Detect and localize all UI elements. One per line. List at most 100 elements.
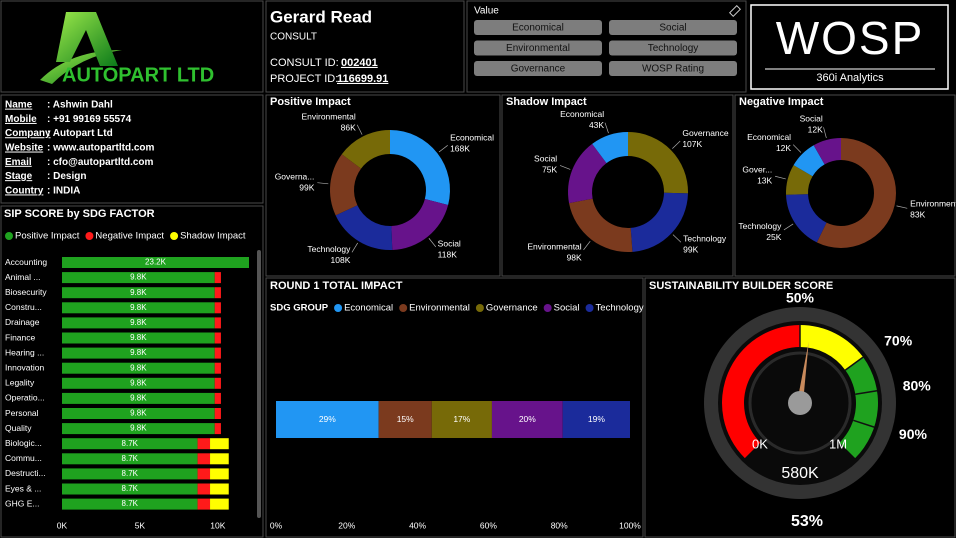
x-tick-label: 0% xyxy=(270,520,283,530)
bar-segment xyxy=(562,401,630,438)
gauge-band xyxy=(722,325,800,459)
bar-segment xyxy=(197,438,211,450)
legend-label: Technology xyxy=(596,303,644,314)
y-tick-label: Drainage xyxy=(5,317,40,327)
legend-label: Positive Impact xyxy=(15,231,80,242)
x-tick-label: 80% xyxy=(551,520,568,530)
filter-button[interactable] xyxy=(474,61,602,76)
legend-marker xyxy=(543,304,552,312)
data-label: 9.8K xyxy=(130,273,147,282)
data-label: 9.8K xyxy=(130,348,147,357)
pie-slice xyxy=(391,198,449,250)
consultant-panel xyxy=(265,0,465,93)
filter-button-label[interactable]: WOSP Rating xyxy=(642,64,704,75)
filter-button-label[interactable]: Environmental xyxy=(506,43,570,54)
bar-segment xyxy=(378,401,432,438)
x-tick-label: 60% xyxy=(480,520,497,530)
x-tick-label: 40% xyxy=(409,520,426,530)
leader-line xyxy=(428,238,437,248)
profile-label: Website xyxy=(5,143,44,154)
tick-mark xyxy=(855,390,878,395)
profile-value: : Ashwin Dahl xyxy=(47,100,113,111)
data-label: 13K xyxy=(757,176,772,186)
filter-button-label[interactable]: Technology xyxy=(648,43,699,54)
y-tick-label: Operatio... xyxy=(5,393,45,403)
bar-segment xyxy=(62,302,215,314)
pie-slice xyxy=(592,132,628,164)
filter-button-label[interactable]: Social xyxy=(659,23,686,34)
leader-line xyxy=(775,175,786,180)
consult-id: 002401 xyxy=(341,57,378,69)
pie-slice xyxy=(330,154,362,216)
data-label: 19% xyxy=(588,414,605,424)
bar-segment xyxy=(214,302,221,314)
filter-button[interactable] xyxy=(609,20,737,35)
bar-segment xyxy=(214,408,221,419)
bar-segment xyxy=(214,347,221,359)
tick-mark xyxy=(853,419,875,428)
x-tick-label: 100% xyxy=(619,520,641,530)
data-label-category: Governance xyxy=(682,128,729,138)
data-label-category: Economical xyxy=(450,133,494,143)
bar-segment xyxy=(62,287,215,299)
data-label-category: Technology xyxy=(307,244,351,254)
chart-title: ROUND 1 TOTAL IMPACT xyxy=(270,280,403,292)
bar-segment xyxy=(197,468,211,480)
legend-marker xyxy=(170,232,179,240)
data-label: 8.7K xyxy=(122,484,139,493)
tick-label: 50% xyxy=(786,290,815,306)
data-label: 17% xyxy=(453,414,470,424)
y-tick-label: Hearing ... xyxy=(5,347,44,357)
data-label: 99K xyxy=(683,245,698,255)
x-tick-label: 10K xyxy=(210,520,225,530)
gauge-inner-ring xyxy=(748,351,852,455)
filter-title: Value xyxy=(474,6,499,17)
filter-button[interactable] xyxy=(474,20,602,35)
profile-value: : cfo@autopartltd.com xyxy=(47,157,154,168)
filter-button[interactable] xyxy=(474,40,602,56)
data-label-category: Technology xyxy=(738,221,782,231)
data-label-category: Social xyxy=(438,238,461,248)
x-tick-label: 20% xyxy=(338,520,355,530)
bar-segment xyxy=(62,347,215,359)
data-label: 9.8K xyxy=(130,378,147,387)
bar-segment xyxy=(62,498,198,510)
pie-slice xyxy=(793,145,825,177)
eraser-shape[interactable] xyxy=(728,4,742,18)
eraser-icon[interactable] xyxy=(728,4,742,18)
chart-title: SUSTAINABILITY BUILDER SCORE xyxy=(649,280,833,292)
bar-segment xyxy=(210,453,229,465)
profile-label: Name xyxy=(5,100,33,111)
filter-button-label[interactable]: Governance xyxy=(511,64,566,75)
data-label: 9.8K xyxy=(130,409,147,418)
gauge-needle xyxy=(797,341,809,404)
leader-line xyxy=(438,145,448,153)
consultant-name: Gerard Read xyxy=(270,7,372,26)
bar-segment xyxy=(214,287,221,299)
filter-button-label[interactable]: Economical xyxy=(512,23,564,34)
legend-title: SDG GROUP xyxy=(270,303,329,314)
data-label: 9.8K xyxy=(130,303,147,312)
data-label: 9.8K xyxy=(130,363,147,372)
tick-label: 80% xyxy=(903,377,932,393)
pie-slice xyxy=(390,130,451,205)
project-id-label: PROJECT ID: xyxy=(270,73,338,85)
leader-line xyxy=(792,144,802,153)
leader-line xyxy=(356,124,363,135)
filter-button[interactable] xyxy=(609,61,737,76)
profile-value: : +91 99169 55574 xyxy=(47,114,132,125)
data-label: 12K xyxy=(808,125,823,135)
y-tick-label: Destructi... xyxy=(5,468,46,478)
bar-segment xyxy=(210,498,229,510)
filter-button[interactable] xyxy=(609,40,737,56)
x-tick-label: 5K xyxy=(135,520,146,530)
tick-mark xyxy=(844,356,864,371)
pie-slice xyxy=(786,194,827,243)
pie-slice xyxy=(816,138,896,248)
data-label: 25K xyxy=(766,232,781,242)
data-label: 12K xyxy=(776,143,791,153)
scroll-bar[interactable] xyxy=(257,250,261,518)
pie-slice xyxy=(335,205,393,250)
